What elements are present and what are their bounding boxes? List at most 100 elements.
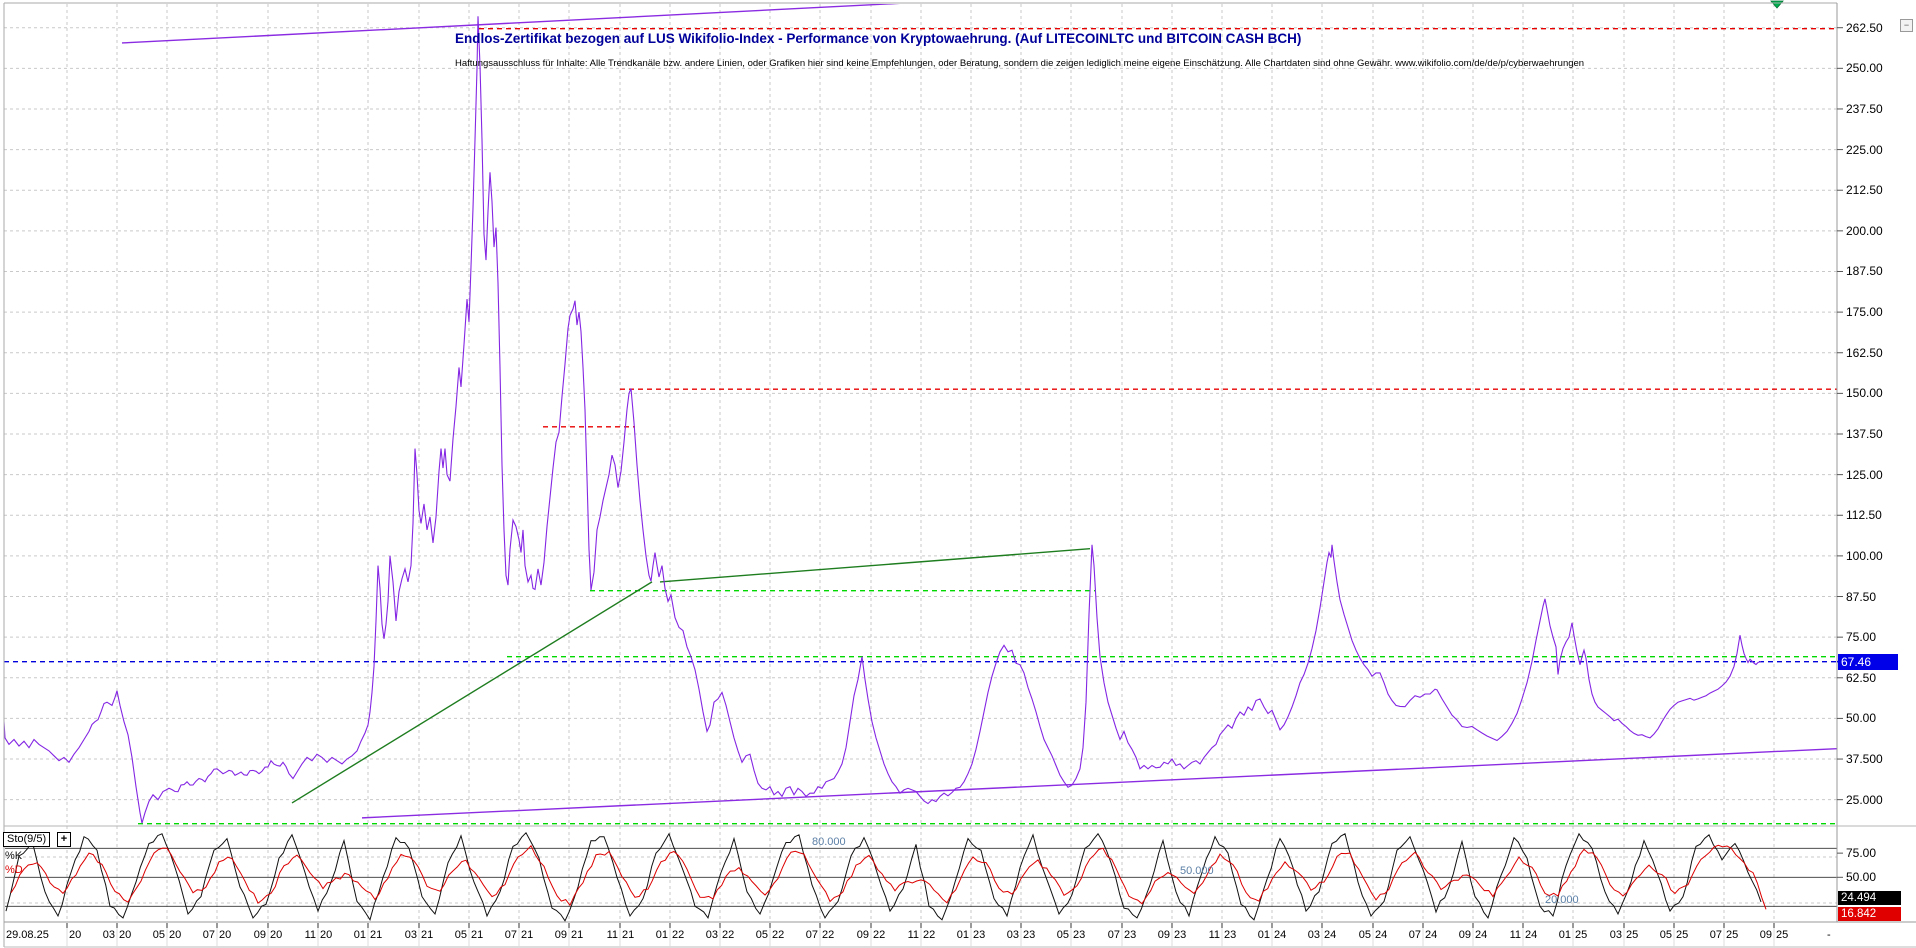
x-axis-tick-year: 22 [923, 929, 936, 941]
x-axis-tick-month: 03 [1307, 929, 1320, 941]
price-axis-label: 112.50 [1846, 508, 1882, 523]
x-axis-tick-month: 09 [253, 929, 266, 941]
indicator-level-label: 80.000 [812, 836, 846, 849]
collapse-icon[interactable]: − [1900, 19, 1913, 32]
x-axis-tick-month: 05 [454, 929, 467, 941]
indicator-label[interactable]: Sto(9/5) [3, 832, 51, 847]
price-axis-label: 75.00 [1846, 630, 1877, 645]
x-axis-tick-month: 07 [202, 929, 215, 941]
x-axis-tick-year: 21 [421, 929, 434, 941]
price-axis-label: 62.50 [1846, 670, 1877, 685]
x-axis-tick-year: 22 [772, 929, 785, 941]
x-axis-tick-year: 23 [1023, 929, 1036, 941]
indicator-axis-label: 75.00 [1846, 846, 1877, 861]
price-axis-label: 212.50 [1846, 183, 1883, 198]
x-axis-tick-year: 25 [1726, 929, 1739, 941]
price-axis-label: 237.50 [1846, 101, 1883, 116]
x-axis-tick-month: 09 [1759, 929, 1772, 941]
x-axis-tick-year: 20 [69, 929, 82, 941]
trendline-bull-trend-2020-21 [291, 581, 653, 804]
x-axis-tick-month: 05 [1056, 929, 1069, 941]
stoch-k-value-tag: 24.494 [1838, 891, 1901, 905]
x-axis-tick-month: 01 [956, 929, 969, 941]
x-axis-tick-year: 21 [471, 929, 484, 941]
price-axis-label: 187.50 [1846, 264, 1883, 279]
price-axis-label: 162.50 [1846, 345, 1883, 360]
price-axis-label: 87.50 [1846, 589, 1877, 604]
x-axis-tick-year: 21 [622, 929, 635, 941]
x-axis-tick-year: 20 [219, 929, 232, 941]
indicator-add-button[interactable]: + [57, 832, 71, 847]
x-axis-tick-month: 03 [404, 929, 417, 941]
x-axis-tick-month: 07 [1408, 929, 1421, 941]
x-axis-tick-month: 11 [606, 929, 618, 941]
price-axis-label: 175.00 [1846, 305, 1883, 320]
price-axis-label: 50.00 [1846, 711, 1877, 726]
x-axis-tick-year: 20 [270, 929, 283, 941]
x-axis-tick-year: 23 [1073, 929, 1086, 941]
x-axis-tick-month: 07 [1709, 929, 1722, 941]
x-axis-tick-year: 23 [973, 929, 986, 941]
x-axis-tick-year: 21 [521, 929, 534, 941]
x-axis-tick-month: 11 [1208, 929, 1220, 941]
indicator-axis-label: 50.00 [1846, 870, 1877, 885]
x-axis-tick-month: 11 [907, 929, 919, 941]
x-axis-tick-year: 25 [1626, 929, 1639, 941]
x-axis-tick-year: 25 [1776, 929, 1789, 941]
x-axis-tick-year: 20 [119, 929, 132, 941]
x-axis-tick-year: 24 [1525, 929, 1538, 941]
x-axis-tick-month: 03 [1609, 929, 1622, 941]
x-axis-tick-year: 24 [1274, 929, 1287, 941]
trendline-lower-channel [361, 747, 1837, 819]
x-axis-tick-month: 11 [304, 929, 316, 941]
x-axis-tick-month: 01 [1558, 929, 1571, 941]
x-axis-tick-month: 03 [705, 929, 718, 941]
x-axis-tick-year: 22 [873, 929, 886, 941]
x-axis-tick-month: 07 [805, 929, 818, 941]
x-axis-tick-month: 07 [504, 929, 517, 941]
trendline-upper-channel [121, 4, 901, 44]
disclaimer-text: Haftungsausschluss für Inhalte: Alle Tre… [455, 58, 1585, 69]
x-axis-tick-month: 05 [755, 929, 768, 941]
x-axis-tick-year: 20 [169, 929, 182, 941]
price-axis-label: 225.00 [1846, 142, 1883, 157]
x-axis-tick-year: 21 [571, 929, 584, 941]
x-axis-tick-month: 05 [152, 929, 165, 941]
x-axis-tick-month: 11 [1509, 929, 1521, 941]
x-axis-end-label: - [1827, 929, 1831, 941]
x-axis-tick-year: 23 [1174, 929, 1187, 941]
x-axis-tick-year: 25 [1676, 929, 1689, 941]
price-axis-label: 137.50 [1846, 427, 1883, 441]
x-axis-tick-year: 20 [320, 929, 333, 941]
trendline-trend-2022-24 [659, 548, 1091, 583]
x-axis-tick-year: 25 [1575, 929, 1588, 941]
stoch-d-line [10, 844, 1767, 910]
x-axis-tick-month: 01 [655, 929, 668, 941]
x-axis-tick-month: 09 [1157, 929, 1170, 941]
x-axis-tick-year: 24 [1475, 929, 1488, 941]
x-axis-tick-month: 05 [1358, 929, 1371, 941]
price-axis-label: 37.500 [1846, 752, 1883, 767]
x-axis-tick-year: 24 [1425, 929, 1438, 941]
x-axis-tick-year: 21 [370, 929, 383, 941]
price-line [4, 16, 1762, 824]
x-axis-tick-year: 22 [822, 929, 835, 941]
x-axis-tick-month: 01 [1257, 929, 1270, 941]
gridlines [4, 4, 1837, 922]
indicator-level-label: 20.000 [1545, 894, 1579, 907]
stoch-d-value-tag: 16.842 [1838, 907, 1901, 921]
page-title: Endlos-Zertifikat bezogen auf LUS Wikifo… [455, 31, 1302, 46]
x-axis-tick-month: 09 [856, 929, 869, 941]
current-price-tag: 67.46 [1838, 654, 1898, 670]
marker-triangle-down-icon [1770, 0, 1784, 9]
x-axis-tick-month: 07 [1107, 929, 1120, 941]
x-axis-tick-year: 22 [722, 929, 735, 941]
x-axis-start-label: 29.08.25 [6, 929, 49, 941]
stoch-k-line [5, 831, 1762, 922]
price-axis-label: 125.00 [1846, 467, 1883, 482]
x-axis-tick-year: 24 [1324, 929, 1337, 941]
price-axis-label: 150.00 [1846, 386, 1883, 401]
price-axis-label: 25.000 [1846, 792, 1883, 807]
price-axis-label: 100.00 [1846, 548, 1883, 563]
